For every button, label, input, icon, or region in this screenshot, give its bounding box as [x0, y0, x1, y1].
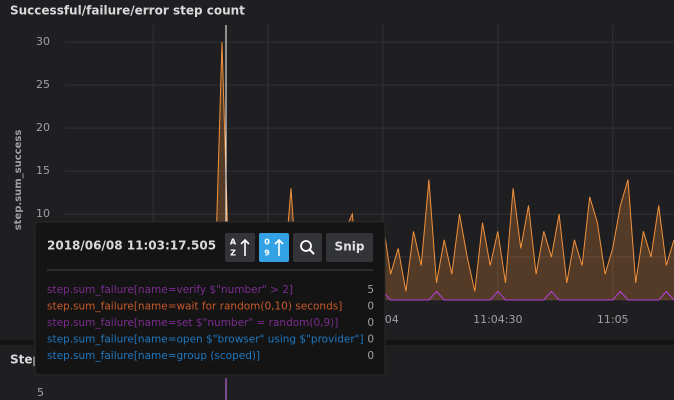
x-tick-label: 11:05	[597, 313, 629, 326]
icon-letter: A	[230, 238, 237, 247]
icon-letter: 0	[264, 238, 270, 247]
y-tick-label: 25	[36, 78, 50, 91]
tooltip-value: 0	[367, 334, 374, 346]
button-label: Snip	[335, 240, 365, 254]
search-button[interactable]	[293, 233, 322, 262]
y-axis-label: step.sum_success	[13, 130, 24, 231]
icon-letter: 9	[264, 249, 270, 258]
search-icon	[309, 249, 315, 255]
tooltip-value: 5	[367, 284, 374, 296]
y-tick-label: 10	[36, 207, 50, 220]
y-tick-label: 20	[36, 121, 50, 134]
sort-alpha-button[interactable]	[225, 233, 255, 262]
tooltip-value: 0	[367, 317, 374, 329]
tooltip-series-name: step.sum_failure[name=verify $"number" >…	[47, 284, 293, 296]
tooltip-value: 0	[367, 301, 374, 313]
panel-title: Step	[10, 353, 42, 367]
tooltip-series-name: step.sum_failure[name=set $"number" = ra…	[47, 317, 338, 329]
search-icon	[300, 240, 312, 252]
snip-button[interactable]	[326, 233, 373, 262]
y-tick-label: 15	[36, 164, 50, 177]
tooltip-value: 0	[367, 350, 374, 362]
arrow-icon	[274, 238, 284, 256]
tooltip-series-name: step.sum_failure[name=group (scoped)]	[47, 350, 260, 362]
y-tick-label: 30	[36, 35, 50, 48]
arrow-icon	[240, 238, 250, 256]
tooltip: 2018/06/08 11:03:17.505 A Z 0 9 Snip ste…	[34, 221, 386, 376]
y-tick-label: 5	[37, 386, 44, 399]
tooltip-series-name: step.sum_failure[name=open $"browser" us…	[47, 334, 364, 346]
panel-title: Successful/failure/error step count	[10, 4, 245, 18]
tooltip-time: 2018/06/08 11:03:17.505	[47, 239, 216, 253]
icon-letter: Z	[230, 249, 236, 258]
sort-num-button[interactable]	[259, 233, 289, 262]
tooltip-series-name: step.sum_failure[name=wait for random(0,…	[47, 301, 342, 313]
x-tick-label: 11:04:30	[473, 313, 522, 326]
